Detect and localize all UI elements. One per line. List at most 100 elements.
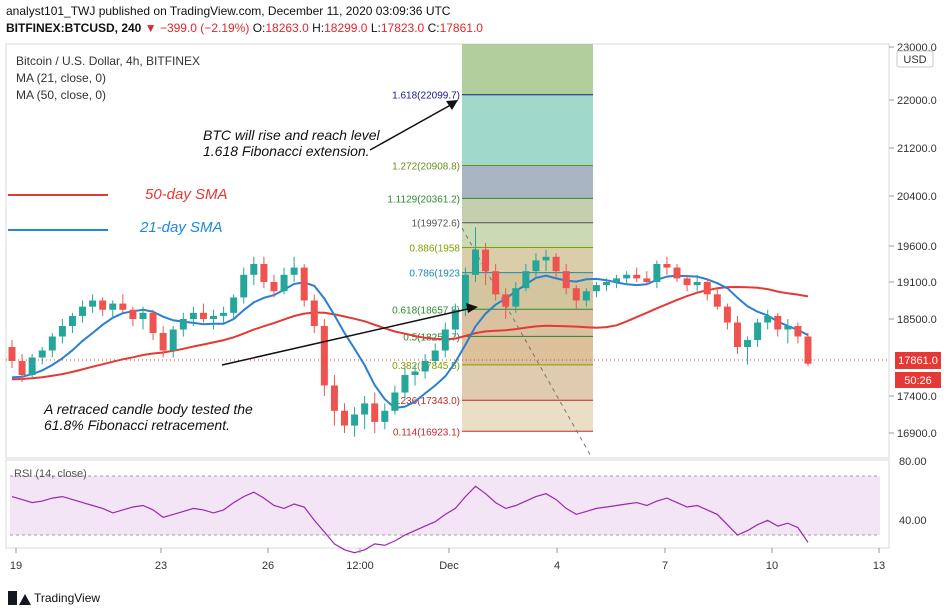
candle-body xyxy=(119,303,127,310)
candle-body xyxy=(169,329,177,351)
rise-arrow xyxy=(369,101,457,151)
time-tick-label: 19 xyxy=(10,560,22,572)
candle-body xyxy=(401,375,409,393)
tradingview-brand[interactable]: TradingView xyxy=(8,591,100,605)
candle-body xyxy=(361,403,369,415)
candle-body xyxy=(58,326,66,337)
price-tick-label: 20400.0 xyxy=(897,191,937,203)
retrace-annotation-line1: A retraced candle body tested the xyxy=(43,401,253,417)
legend-ma50: MA (50, close, 0) xyxy=(16,88,107,102)
fib-level-label: 1(19972.6) xyxy=(412,219,460,230)
candle-body xyxy=(300,267,308,301)
candle-body xyxy=(482,249,490,272)
candle-body xyxy=(109,303,117,310)
candle-body xyxy=(8,347,16,361)
brand-name: TradingView xyxy=(34,591,101,605)
candle-body xyxy=(260,264,268,282)
time-tick-label: 7 xyxy=(662,560,668,572)
candle-body xyxy=(391,392,399,411)
fib-level-label: 1.618(22099.7) xyxy=(392,91,460,102)
candle-body xyxy=(411,371,419,375)
rsi-title: RSI (14, close) xyxy=(14,468,87,480)
candle-body xyxy=(129,309,137,319)
retrace-annotation-line2: 61.8% Fibonacci retracement. xyxy=(44,417,230,433)
sma50-line xyxy=(11,285,809,381)
candle-body xyxy=(804,336,812,364)
candle-body xyxy=(723,306,731,323)
candle-body xyxy=(28,357,36,375)
price-tick-label: 17400.0 xyxy=(897,391,937,403)
candle-body xyxy=(764,315,772,323)
fib-zone xyxy=(462,222,593,248)
open-value: 18263.0 xyxy=(265,21,309,35)
legend-title: Bitcoin / U.S. Dollar, 4h, BITFINEX xyxy=(16,54,201,68)
price-tick-label: 22000.0 xyxy=(897,95,937,107)
time-axis[interactable]: 19 23 26 12:00 Dec 4 7 10 13 xyxy=(10,548,885,572)
fib-level-label: 0.886(1958 xyxy=(409,243,460,254)
candle-body xyxy=(512,288,520,307)
rise-annotation-line2: 1.618 Fibonacci extension. xyxy=(203,143,370,159)
fib-level-label: 1.1129(20361.2) xyxy=(387,194,460,205)
fib-level-label: 0.786(1923 xyxy=(409,269,460,280)
fib-top-zone xyxy=(462,44,593,95)
close-value: 17861.0 xyxy=(439,21,483,35)
candle-body xyxy=(280,274,288,292)
fib-zone xyxy=(462,198,593,223)
rise-annotation-line1: BTC will rise and reach level xyxy=(203,127,381,143)
sma50-annotation: 50-day SMA xyxy=(145,186,228,203)
rsi-pane xyxy=(5,459,890,549)
countdown-value: 50:26 xyxy=(904,375,932,387)
candle-body xyxy=(502,294,510,307)
candle-body xyxy=(673,267,681,279)
candle-body xyxy=(330,385,338,411)
change-value: −399.0 (−2.19%) xyxy=(159,21,250,35)
publisher-line: analyst101_TWJ published on TradingView.… xyxy=(6,4,450,18)
candle-body xyxy=(441,329,449,351)
candle-body xyxy=(421,361,429,372)
candle-body xyxy=(230,297,238,313)
rsi-tick-40: 40.00 xyxy=(899,515,927,527)
candle-body xyxy=(99,300,107,310)
candle-body xyxy=(562,271,570,289)
price-tick-label: 19100.0 xyxy=(897,277,937,289)
candle-body xyxy=(320,326,328,386)
candle-body xyxy=(542,256,550,261)
tradingview-logo-icon xyxy=(8,591,31,605)
candle-body xyxy=(18,361,26,375)
candle-body xyxy=(774,315,782,330)
candle-body xyxy=(139,312,147,319)
price-chart[interactable]: 1.618(22099.7) 1.272(20908.8) 1.1129(20361… xyxy=(0,0,952,590)
rsi-band xyxy=(10,476,880,535)
countdown-tag xyxy=(895,372,941,388)
candle-body xyxy=(471,249,479,275)
close-label: C: xyxy=(427,21,440,35)
fib-zone xyxy=(462,165,593,199)
candle-body xyxy=(693,282,701,286)
price-tick-label: 16900.0 xyxy=(897,428,937,440)
fib-zone xyxy=(462,94,593,166)
candle-body xyxy=(189,312,197,319)
candle-body xyxy=(38,350,46,358)
candle-body xyxy=(310,300,318,326)
rsi-series xyxy=(11,485,809,554)
fib-zone xyxy=(462,364,593,401)
candle-body xyxy=(794,326,802,337)
fib-level-label: 0.236(17343.0) xyxy=(392,396,460,407)
publisher-text: analyst101_TWJ published on TradingView.… xyxy=(6,4,451,18)
last-price-value: 17861.0 xyxy=(898,355,938,367)
candle-body xyxy=(381,410,389,422)
candle-body xyxy=(633,274,641,279)
high-value: 18299.0 xyxy=(324,21,368,35)
rsi-tick-80: 80.00 xyxy=(899,456,927,468)
candle-body xyxy=(210,315,218,319)
rsi-line xyxy=(11,485,809,554)
currency-badge[interactable] xyxy=(896,50,934,68)
candle-body xyxy=(754,322,762,340)
time-tick-label: 23 xyxy=(155,560,167,572)
fib-level-label: 0.618(18657.8) xyxy=(392,305,460,316)
candle-body xyxy=(179,319,187,330)
sma21-annotation: 21-day SMA xyxy=(139,219,223,236)
candle-body xyxy=(653,264,661,282)
candle-body xyxy=(250,264,258,275)
candle-body xyxy=(663,264,671,268)
